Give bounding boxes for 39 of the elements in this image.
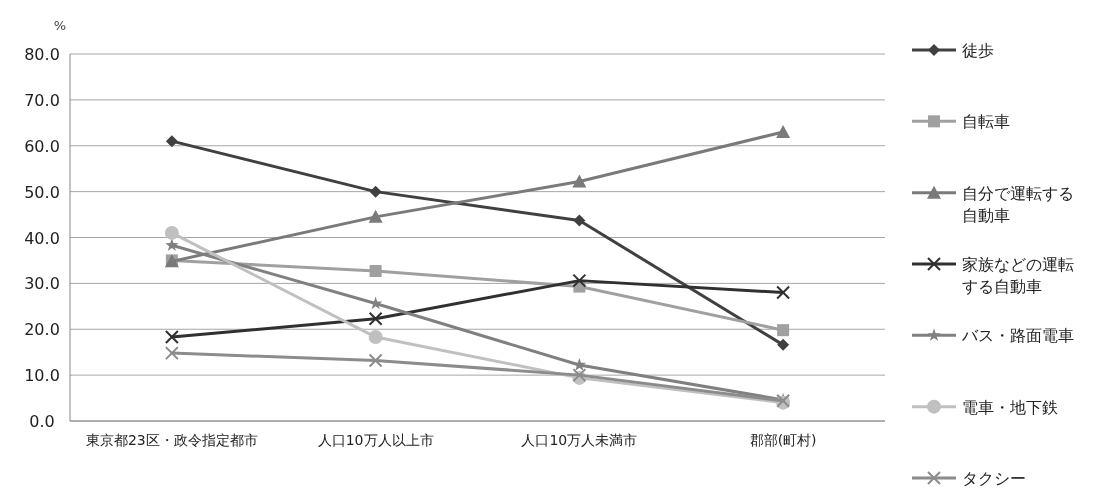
point [164,330,179,345]
y-tick-label: 20.0 [24,320,60,340]
legend-label: 電車・地下鉄 [962,397,1058,417]
x-tick-label: 郡部(町村) [749,432,817,448]
legend-label: 自転車 [962,112,1010,132]
legend-label: 家族などの運転する自動車 [962,255,1074,296]
y-tick-label: 30.0 [24,274,60,294]
legend-label: 徒歩 [962,41,994,60]
legend-label: 自分で運転する自動車 [962,183,1074,225]
legend-label: バス・路面電車 [961,326,1074,346]
y-tick-label: 10.0 [24,366,60,386]
y-tick-label: 0.0 [29,412,55,431]
point [368,330,383,345]
x-tick-label: 人口10万人以上市 [317,432,434,448]
point [164,225,179,240]
point [164,346,179,361]
legend-label: タクシー [962,469,1026,488]
point [165,238,179,251]
y-tick-label: 70.0 [24,90,60,110]
x-tick-label: 人口10万人未満市 [521,432,638,448]
y-tick-label: 40.0 [24,228,60,248]
point [368,353,383,368]
point [572,174,587,188]
point [165,135,178,148]
point [777,324,790,337]
y-tick-label: 60.0 [24,136,60,156]
point [369,185,382,198]
y-tick-label: 80.0 [24,45,60,64]
x-tick-label: 東京都23区・政令指定都市 [85,432,258,448]
point [572,273,587,288]
point [369,264,382,277]
y-tick-label: 50.0 [24,182,60,202]
point [573,214,586,227]
point [368,209,383,223]
point [368,311,383,326]
point [777,338,790,351]
y-axis-title: % [53,18,67,33]
point [776,285,791,300]
point [776,124,791,138]
